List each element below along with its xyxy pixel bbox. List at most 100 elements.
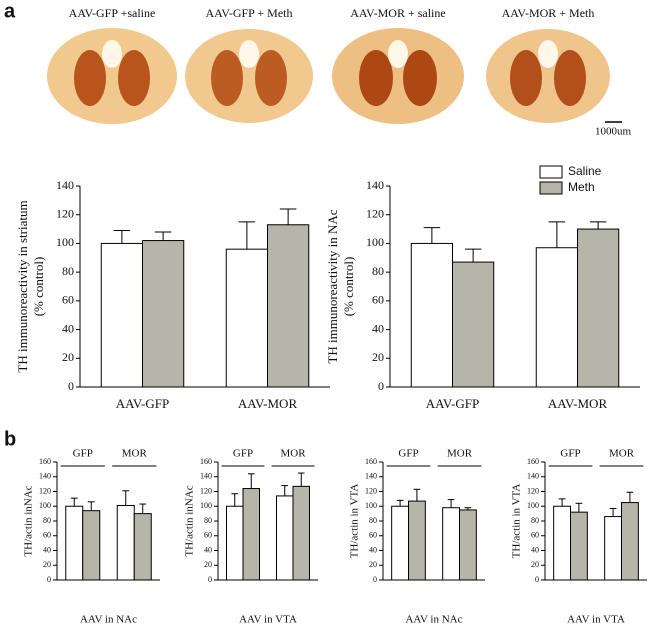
image-label: AAV-GFP + Meth bbox=[205, 6, 292, 20]
bar bbox=[226, 505, 244, 581]
y-axis-label: TH immunoreactivity in striatum bbox=[15, 200, 30, 372]
y-tick-label: 40 bbox=[62, 321, 74, 335]
x-axis-label: AAV in NAc bbox=[80, 614, 137, 626]
category-label: AAV-MOR bbox=[548, 396, 608, 411]
y-tick-label: 40 bbox=[43, 545, 51, 554]
y-tick-label: 140 bbox=[527, 472, 539, 481]
category-label: GFP bbox=[233, 448, 253, 460]
y-tick-label: 0 bbox=[68, 379, 74, 393]
category-label: MOR bbox=[280, 448, 306, 460]
bar bbox=[408, 500, 426, 581]
category-label: MOR bbox=[447, 448, 473, 460]
y-tick-label: 80 bbox=[369, 516, 377, 525]
bar bbox=[604, 516, 622, 581]
y-axis-label: TH immunoreactivity in NAc bbox=[325, 209, 340, 363]
bar bbox=[459, 509, 477, 581]
x-axis-label: AAV in VTA bbox=[239, 614, 297, 626]
y-tick-label: 40 bbox=[531, 545, 539, 554]
y-tick-label: 80 bbox=[62, 264, 74, 278]
bar bbox=[242, 488, 260, 581]
panel-label: a bbox=[4, 0, 16, 22]
x-axis-label: AAV in NAc bbox=[405, 614, 462, 626]
bar bbox=[391, 505, 410, 581]
y-tick-label: 140 bbox=[56, 178, 74, 192]
bar bbox=[442, 507, 461, 581]
category-label: MOR bbox=[609, 448, 635, 460]
y-tick-label: 160 bbox=[527, 457, 539, 466]
bar bbox=[65, 505, 84, 581]
y-tick-label: 120 bbox=[200, 486, 212, 495]
y-axis-label: TH/actin in VTA bbox=[349, 484, 361, 559]
image-label: AAV-MOR + saline bbox=[350, 6, 445, 20]
y-tick-label: 80 bbox=[43, 516, 51, 525]
bar bbox=[535, 247, 578, 388]
category-label: AAV-GFP bbox=[426, 396, 479, 411]
legend-label: Saline bbox=[568, 164, 602, 178]
y-tick-label: 20 bbox=[369, 560, 377, 569]
image-label: AAV-GFP +saline bbox=[69, 6, 156, 20]
y-tick-label: 60 bbox=[531, 531, 539, 540]
bar bbox=[225, 248, 268, 388]
category-label: GFP bbox=[560, 448, 580, 460]
y-tick-label: 0 bbox=[208, 575, 212, 584]
legend-swatch bbox=[539, 165, 563, 179]
bar bbox=[410, 242, 453, 388]
y-tick-label: 140 bbox=[366, 178, 384, 192]
y-tick-label: 20 bbox=[204, 560, 212, 569]
y-axis-label: (% control) bbox=[341, 257, 356, 317]
y-tick-label: 100 bbox=[366, 235, 384, 249]
legend-swatch bbox=[539, 181, 563, 195]
bar bbox=[292, 485, 310, 581]
y-tick-label: 100 bbox=[527, 501, 539, 510]
category-label: AAV-MOR bbox=[238, 396, 298, 411]
y-tick-label: 120 bbox=[365, 486, 377, 495]
bar bbox=[133, 513, 152, 581]
bar bbox=[82, 510, 101, 581]
bar bbox=[276, 495, 294, 581]
y-tick-label: 60 bbox=[43, 531, 51, 540]
y-tick-label: 120 bbox=[366, 206, 384, 220]
bar bbox=[452, 261, 495, 388]
y-tick-label: 20 bbox=[43, 560, 51, 569]
y-tick-label: 140 bbox=[365, 472, 377, 481]
y-tick-label: 60 bbox=[372, 293, 384, 307]
y-tick-label: 120 bbox=[56, 206, 74, 220]
y-tick-label: 160 bbox=[365, 457, 377, 466]
legend-label: Meth bbox=[568, 180, 595, 194]
y-tick-label: 40 bbox=[204, 545, 212, 554]
y-tick-label: 60 bbox=[204, 531, 212, 540]
y-tick-label: 160 bbox=[39, 457, 51, 466]
scale-bar-label: 1000um bbox=[595, 126, 632, 138]
y-axis-label: TH/actin inNAc bbox=[184, 485, 196, 556]
category-label: GFP bbox=[73, 448, 93, 460]
y-tick-label: 60 bbox=[369, 531, 377, 540]
y-tick-label: 140 bbox=[200, 472, 212, 481]
y-tick-label: 0 bbox=[47, 575, 51, 584]
y-axis-label: TH/actin in VTA bbox=[511, 484, 523, 559]
bar bbox=[577, 228, 620, 388]
y-tick-label: 0 bbox=[378, 379, 384, 393]
bar bbox=[100, 242, 143, 388]
panel-label: b bbox=[4, 428, 16, 450]
y-tick-label: 80 bbox=[204, 516, 212, 525]
y-tick-label: 80 bbox=[372, 264, 384, 278]
brain-images bbox=[47, 28, 622, 124]
bar bbox=[570, 511, 588, 581]
bar bbox=[621, 502, 639, 581]
category-label: GFP bbox=[398, 448, 418, 460]
bar bbox=[142, 240, 185, 388]
y-tick-label: 20 bbox=[531, 560, 539, 569]
y-tick-label: 0 bbox=[373, 575, 377, 584]
y-tick-label: 100 bbox=[365, 501, 377, 510]
y-tick-label: 100 bbox=[56, 235, 74, 249]
y-tick-label: 60 bbox=[62, 293, 74, 307]
bar bbox=[553, 505, 571, 581]
y-tick-label: 20 bbox=[62, 350, 74, 364]
y-tick-label: 40 bbox=[372, 321, 384, 335]
y-tick-label: 20 bbox=[372, 350, 384, 364]
category-label: MOR bbox=[122, 448, 148, 460]
image-label: AAV-MOR + Meth bbox=[502, 6, 595, 20]
category-label: AAV-GFP bbox=[116, 396, 169, 411]
y-tick-label: 160 bbox=[200, 457, 212, 466]
